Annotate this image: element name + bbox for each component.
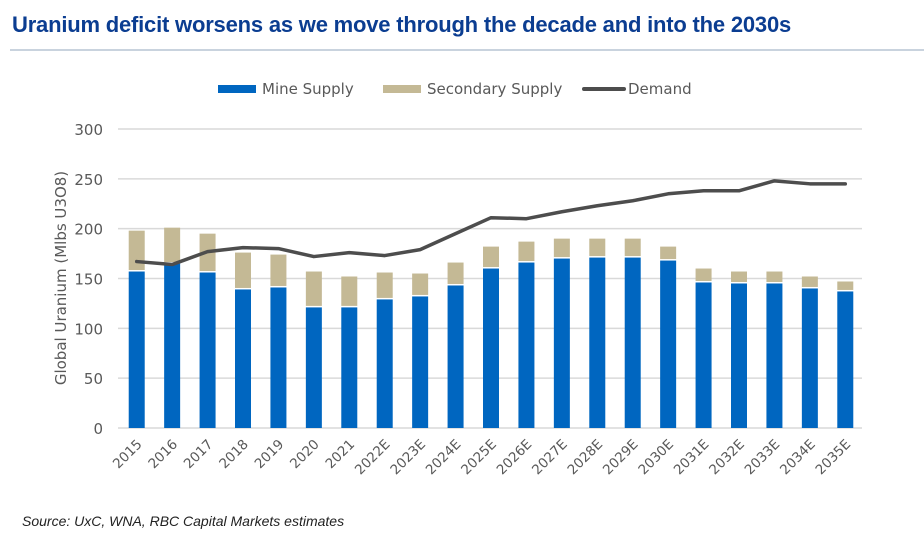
- bar-mine-supply: [589, 257, 606, 428]
- y-tick-label: 0: [93, 420, 103, 438]
- bar-mine-supply: [305, 307, 322, 428]
- bar-mine-supply: [341, 307, 358, 428]
- x-tick-label: 2024E: [423, 437, 465, 479]
- bar-secondary-supply: [731, 271, 747, 282]
- bar-mine-supply: [801, 288, 818, 428]
- bar-secondary-supply: [624, 238, 641, 257]
- x-tick-label: 2027E: [529, 437, 571, 479]
- y-tick-label: 150: [74, 271, 103, 289]
- x-tick-label: 2026E: [494, 437, 536, 479]
- demand-line-group: [134, 179, 848, 267]
- bar-mine-supply: [518, 262, 535, 428]
- x-tick-label: 2018: [216, 437, 252, 473]
- bar-mine-supply: [660, 260, 677, 428]
- y-tick-label: 250: [74, 171, 103, 189]
- bar-secondary-supply: [837, 281, 854, 290]
- bar-mine-supply: [553, 258, 570, 428]
- x-tick-label: 2015: [110, 437, 146, 473]
- bar-mine-supply: [412, 296, 429, 428]
- bar-mine-supply: [376, 299, 393, 428]
- x-tick-label: 2029E: [600, 437, 642, 479]
- bar-mine-supply: [624, 257, 641, 428]
- legend-item-demand: Demand: [582, 80, 692, 98]
- x-tick-label: 2016: [145, 437, 181, 473]
- bar-mine-supply: [695, 282, 712, 428]
- chart-title: Uranium deficit worsens as we move throu…: [12, 12, 792, 37]
- bar-mine-supply: [164, 263, 181, 428]
- legend-item-secondary-supply: Secondary Supply: [383, 80, 562, 98]
- legend-item-mine-supply: Mine Supply: [218, 80, 354, 98]
- x-tick-label: 2034E: [777, 437, 819, 479]
- bar-secondary-supply: [341, 276, 358, 306]
- bar-secondary-supply: [518, 241, 535, 262]
- legend: Mine Supply Secondary Supply Demand: [0, 80, 924, 100]
- bar-secondary-supply: [164, 227, 181, 263]
- legend-swatch-demand: [582, 87, 626, 91]
- bar-mine-supply: [235, 289, 251, 428]
- bar-mine-supply: [199, 272, 216, 428]
- source-note: Source: UxC, WNA, RBC Capital Markets es…: [22, 513, 345, 529]
- legend-swatch-mine-supply: [218, 85, 256, 93]
- x-tick-label: 2033E: [742, 437, 784, 479]
- x-tick-label: 2035E: [812, 437, 854, 479]
- bar-mine-supply: [766, 283, 783, 428]
- legend-label-demand: Demand: [628, 80, 692, 98]
- x-tick-label: 2023E: [387, 437, 429, 479]
- bar-secondary-supply: [801, 276, 818, 287]
- bar-secondary-supply: [766, 271, 783, 282]
- x-tick-label: 2032E: [706, 437, 748, 479]
- x-tick-label: 2017: [181, 437, 217, 473]
- title-divider: [10, 49, 924, 51]
- bar-secondary-supply: [553, 238, 570, 258]
- x-tick-label: 2022E: [352, 437, 394, 479]
- bars: [128, 227, 854, 428]
- x-tick-label: 2030E: [635, 437, 677, 479]
- bar-secondary-supply: [376, 272, 393, 298]
- bar-secondary-supply: [447, 262, 464, 284]
- y-axis-label: Global Uranium (Mlbs U3O8): [52, 171, 70, 385]
- x-tick-labels: 2015 2016 2017 2018 2019 2020 20212022E2023E20…: [110, 437, 854, 479]
- bar-secondary-supply: [695, 268, 712, 281]
- demand-line: [134, 179, 848, 267]
- bar-secondary-supply: [235, 252, 251, 288]
- bar-mine-supply: [128, 271, 145, 428]
- bar-secondary-supply: [589, 238, 606, 257]
- x-tick-label: 2028E: [564, 437, 606, 479]
- bar-secondary-supply: [128, 230, 145, 271]
- y-tick-labels: 0 50 100 150 200 250 300: [74, 121, 103, 438]
- bar-secondary-supply: [305, 271, 322, 306]
- bar-secondary-supply: [660, 246, 677, 260]
- bar-mine-supply: [447, 285, 464, 428]
- legend-label-mine-supply: Mine Supply: [262, 80, 354, 98]
- y-tick-label: 300: [74, 121, 103, 139]
- bar-mine-supply: [731, 283, 747, 428]
- x-tick-label: 2020: [287, 437, 323, 473]
- legend-swatch-secondary-supply: [383, 85, 421, 93]
- bar-mine-supply: [270, 287, 287, 428]
- x-tick-label: 2031E: [671, 437, 713, 479]
- y-tick-label: 100: [74, 320, 103, 338]
- y-tick-label: 200: [74, 221, 103, 239]
- legend-label-secondary-supply: Secondary Supply: [427, 80, 563, 98]
- bar-mine-supply: [837, 291, 854, 428]
- x-tick-label: 2025E: [458, 437, 500, 479]
- y-tick-label: 50: [84, 370, 103, 388]
- bar-secondary-supply: [270, 254, 287, 286]
- bar-secondary-supply: [483, 246, 499, 268]
- bar-secondary-supply: [412, 273, 429, 295]
- x-tick-label: 2019: [252, 437, 288, 473]
- bar-mine-supply: [483, 268, 499, 428]
